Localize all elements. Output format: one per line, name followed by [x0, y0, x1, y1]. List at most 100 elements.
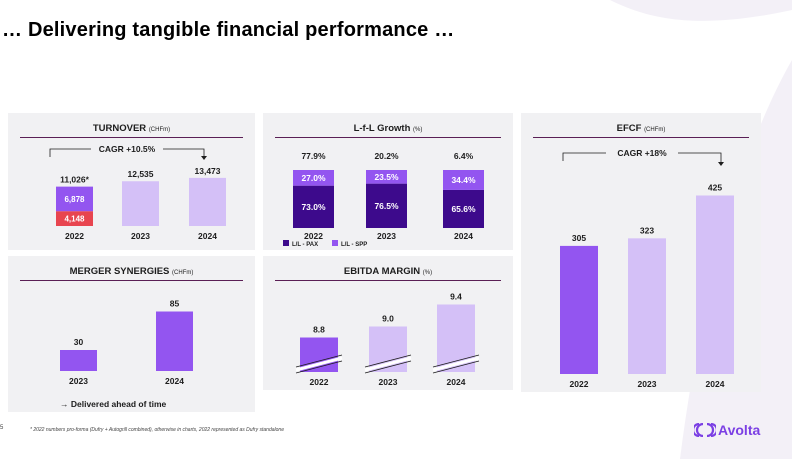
panel-turnover: TURNOVER (CHFm) CAGR +10.5% 4,148 6,878 11,… [8, 113, 255, 250]
lfl-chart: 73.0% 27.0% 77.9% 2022 76.5% 23.5% 20.2% 2023 65… [283, 151, 484, 248]
ebitda-axis-break-line-b-2024 [432, 354, 480, 368]
efcf-xtick-2022: 2022 [570, 379, 589, 389]
synergies-rule [20, 280, 243, 281]
efcf-title: EFCF (CHFm) [521, 123, 761, 134]
synergies-title: MERGER SYNERGIES (CHFm) [8, 266, 255, 277]
lfl-bar-2023-spp [366, 170, 407, 184]
lfl-title-text: L-f-L Growth [353, 123, 411, 134]
turnover-xtick-2024: 2024 [198, 231, 217, 241]
efcf-cagr-bracket-right [678, 152, 722, 165]
turnover-title-text: TURNOVER [92, 123, 147, 134]
avolta-logo-text: Avolta [718, 422, 761, 438]
turnover-chart: CAGR +10.5% 4,148 6,878 11,026* 2022 12,535 20… [49, 144, 226, 241]
lfl-total-label-2024: 6.4% [454, 151, 474, 161]
turnover-cagr-bracket-right [163, 148, 205, 159]
avolta-logo-icon [694, 423, 716, 437]
efcf-bar-2023 [628, 238, 666, 374]
efcf-cagr-arrowhead [718, 162, 724, 166]
ebitda-value-label-2022: 8.8 [313, 325, 325, 335]
panel-efcf: EFCF (CHFm) CAGR +18% 305 2022 323 2023 425 20… [521, 113, 761, 392]
ebitda-chart: 8.8 2022 9.0 2023 9.4 2024 [295, 292, 480, 387]
lfl-bar-2022-pax [293, 185, 334, 228]
efcf-cagr-label: CAGR +18% [617, 148, 667, 158]
synergies-value-label-2023: 30 [74, 337, 84, 347]
panel-merger-synergies: MERGER SYNERGIES (CHFm) 30 2023 85 2024 [8, 256, 255, 412]
ebitda-title-text: EBITDA MARGIN [343, 266, 421, 277]
lfl-legend-label-1: L/L - SPP [341, 242, 367, 248]
lfl-rule [275, 137, 501, 138]
turnover-rule [20, 137, 243, 138]
ebitda-axis-break-white-2024 [432, 356, 480, 372]
ebitda-axis-break-line-a-2022 [295, 360, 343, 374]
efcf-bar-2022 [560, 245, 598, 374]
ebitda-rule [275, 280, 501, 281]
turnover-bar-2024-dufry [189, 177, 226, 226]
efcf-value-label-2022: 305 [572, 233, 586, 243]
turnover-total-label-2023: 12,535 [128, 169, 154, 179]
turnover-segment-label-2022-dufry: 6,878 [64, 195, 85, 204]
panel-ebitda-margin: EBITDA MARGIN (%) 8.8 2022 9.0 2023 9.4 2024 [263, 256, 513, 390]
efcf-chart: CAGR +18% 305 2022 323 2023 425 2024 [560, 148, 734, 389]
page-title: … Delivering tangible financial performa… [2, 19, 455, 41]
ebitda-value-label-2024: 9.4 [450, 292, 462, 302]
turnover-cagr-bracket-left [49, 148, 91, 157]
lfl-xtick-2022: 2022 [304, 231, 323, 241]
ebitda-xtick-2023: 2023 [379, 377, 398, 387]
lfl-unit: (%) [413, 127, 423, 133]
turnover-cagr-label: CAGR +10.5% [99, 144, 156, 154]
ebitda-axis-break-white-2022 [295, 356, 343, 372]
turnover-bar-2023-dufry [122, 181, 159, 226]
turnover-xtick-2023: 2023 [131, 231, 150, 241]
lfl-xtick-2024: 2024 [454, 231, 473, 241]
ebitda-unit: (%) [422, 270, 433, 276]
lfl-total-label-2023: 20.2% [374, 151, 399, 161]
synergies-chart: 30 2023 85 2024 [60, 299, 193, 386]
synergies-xtick-2023: 2023 [69, 376, 88, 386]
lfl-title: L-f-L Growth (%) [263, 123, 513, 134]
synergies-bar-2023 [60, 350, 97, 371]
lfl-xtick-2023: 2023 [377, 231, 396, 241]
footnote: * 2022 numbers pro-forma (Dufry + Autogr… [30, 427, 284, 433]
lfl-bar-2023-pax [366, 183, 407, 228]
lfl-bar-2024-spp [443, 170, 484, 190]
turnover-cagr-arrowhead [201, 156, 207, 160]
lfl-segment-label-2023-spp: 23.5% [374, 172, 399, 182]
lfl-legend-swatch-0 [283, 240, 289, 246]
efcf-bar-2024 [696, 195, 734, 374]
ebitda-axis-break-line-a-2024 [432, 360, 480, 374]
lfl-legend-swatch-1 [332, 240, 338, 246]
page-number: 5 [0, 425, 4, 431]
turnover-bar-2022-autogrill [56, 211, 93, 226]
lfl-bar-2024-pax [443, 189, 484, 228]
lfl-total-label-2022: 77.9% [301, 151, 326, 161]
ebitda-value-label-2023: 9.0 [382, 314, 394, 324]
turnover-title: TURNOVER (CHFm) [8, 123, 255, 134]
turnover-unit: (CHFm) [148, 127, 171, 133]
ebitda-axis-break-line-a-2023 [364, 360, 412, 374]
synergies-value-label-2024: 85 [170, 299, 180, 309]
synergies-title-text: MERGER SYNERGIES [69, 266, 170, 277]
avolta-logo: Avolta [694, 422, 760, 438]
efcf-rule [533, 137, 749, 138]
efcf-xtick-2023: 2023 [638, 379, 657, 389]
ebitda-axis-break-white-2023 [364, 356, 412, 372]
ebitda-xtick-2022: 2022 [310, 377, 329, 387]
efcf-title-text: EFCF [616, 123, 642, 134]
efcf-cagr-bracket-left [562, 152, 606, 161]
lfl-legend-label-0: L/L - PAX [292, 242, 318, 248]
lfl-segment-label-2023-pax: 76.5% [374, 201, 399, 211]
lfl-segment-label-2022-pax: 73.0% [301, 202, 326, 212]
turnover-total-label-2024: 13,473 [195, 166, 221, 176]
synergies-xtick-2024: 2024 [165, 376, 184, 386]
efcf-unit: (CHFm) [644, 127, 666, 133]
efcf-value-label-2024: 425 [708, 183, 722, 193]
turnover-segment-label-2022-autogrill: 4,148 [64, 215, 85, 224]
lfl-segment-label-2024-spp: 34.4% [451, 175, 476, 185]
turnover-total-label-2022: 11,026* [60, 175, 90, 185]
delivered-ahead-note: → Delivered ahead of time [60, 399, 167, 409]
ebitda-title: EBITDA MARGIN (%) [263, 266, 513, 277]
turnover-xtick-2022: 2022 [65, 231, 84, 241]
lfl-bar-2022-spp [293, 170, 334, 186]
ebitda-xtick-2024: 2024 [447, 377, 466, 387]
synergies-unit: (CHFm) [172, 270, 194, 276]
